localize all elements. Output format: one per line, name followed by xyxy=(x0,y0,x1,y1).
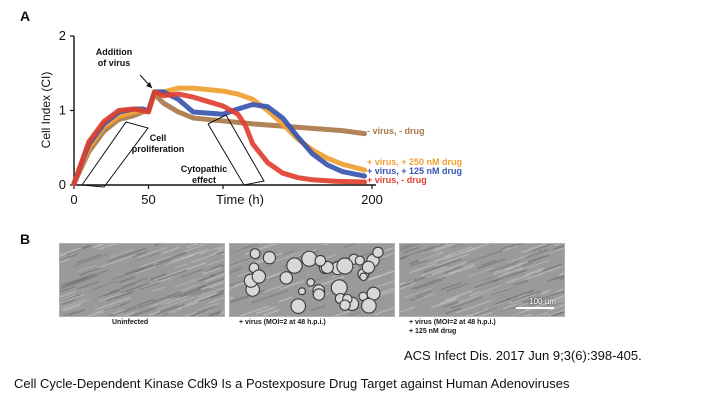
annotation-bracket xyxy=(207,114,265,186)
x-axis-label: Time (h) xyxy=(216,192,264,207)
legend-label: - virus, - drug xyxy=(367,126,425,136)
scale-bar-label: 100 µm xyxy=(529,297,556,306)
series-line xyxy=(71,89,368,187)
panel-label-b: B xyxy=(20,231,31,247)
legend-label: + virus, + 250 nM drug xyxy=(367,157,462,167)
annotation-addition-of-virus: Addition of virus xyxy=(96,47,133,68)
annotation-cytopathic-effect: Cytopathic effect xyxy=(181,164,228,185)
micrograph-uninfected xyxy=(59,243,225,317)
micrograph-virus-drug: 100 µm xyxy=(399,243,565,317)
y-tick-label: 0 xyxy=(59,177,66,192)
x-tick-label: 0 xyxy=(70,192,77,207)
caption-uninfected: Uninfected xyxy=(112,319,149,326)
scale-bar xyxy=(516,307,554,309)
cell-index-chart: 0 1 2 0 50 200 Time (h) Cell Index (CI) - virus… xyxy=(39,28,462,207)
arrowhead xyxy=(146,82,152,88)
annotation-cell-proliferation: Cell proliferation xyxy=(132,133,185,154)
annotation-bracket xyxy=(81,121,149,188)
panel-label-a: A xyxy=(20,8,31,24)
x-tick-label: 50 xyxy=(141,192,155,207)
y-tick-label: 2 xyxy=(59,28,66,43)
citation-journal: ACS Infect Dis. 2017 Jun 9;3(6):398-405. xyxy=(404,348,642,363)
legend-label: + virus, + 125 nM drug xyxy=(367,166,462,176)
legend-label: + virus, - drug xyxy=(367,175,427,185)
y-tick-label: 1 xyxy=(59,103,66,118)
micrograph-virus xyxy=(229,243,395,317)
caption-virus-drug: + virus (MOI=2 at 48 h.p.i.) + 125 nM dr… xyxy=(409,319,496,335)
citation-title: Cell Cycle-Dependent Kinase Cdk9 Is a Po… xyxy=(14,376,570,391)
y-axis-label: Cell Index (CI) xyxy=(39,72,53,149)
x-tick-label: 200 xyxy=(361,192,383,207)
caption-virus: + virus (MOI=2 at 48 h.p.i.) xyxy=(239,319,326,326)
